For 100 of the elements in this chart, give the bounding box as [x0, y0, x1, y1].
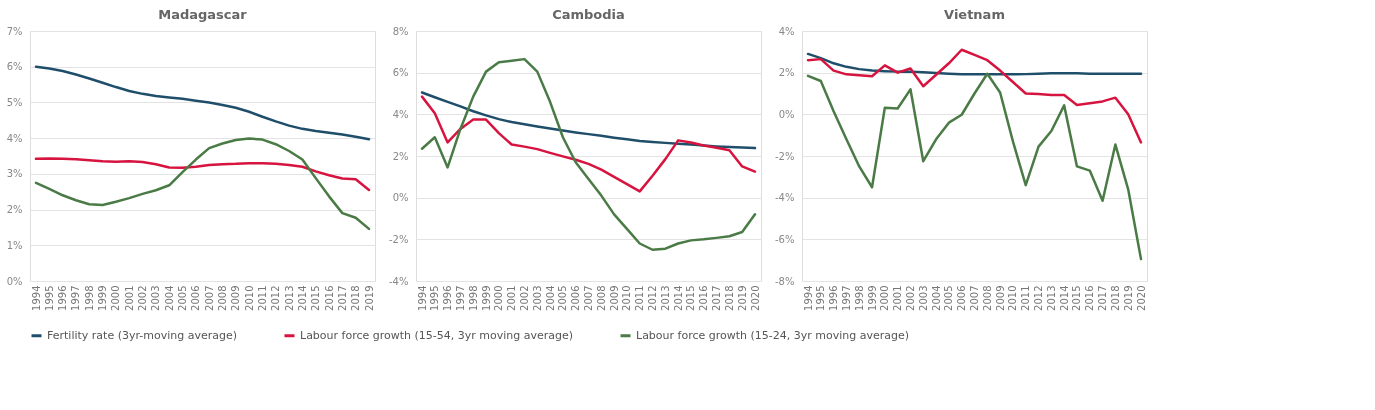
x-tick-label: 1995 [815, 285, 827, 311]
chart-title: Cambodia [552, 7, 625, 22]
x-tick-label: 2001 [506, 285, 518, 311]
x-tick-label: 2010 [1007, 285, 1019, 311]
x-tick-label: 2006 [190, 285, 202, 311]
line-series [34, 137, 371, 231]
x-tick-label: 2014 [672, 285, 684, 311]
y-tick-label: 0% [6, 275, 23, 287]
x-tick-label: 2011 [1020, 285, 1032, 311]
y-tick-label: 8% [392, 25, 409, 37]
y-tick-label: -8% [775, 275, 795, 287]
x-tick-label: 2005 [177, 285, 189, 311]
x-tick-label: 1997 [70, 285, 82, 311]
x-tick-label: 1998 [853, 285, 865, 311]
x-tick-label: 2018 [1109, 285, 1121, 311]
y-tick-label: 3% [6, 168, 23, 180]
x-tick-label: 2002 [904, 285, 916, 311]
x-tick-label: 1995 [429, 285, 441, 311]
x-tick-label: 1996 [828, 285, 840, 311]
y-tick-label: 0% [778, 108, 795, 120]
y-tick-label: 2% [392, 150, 409, 162]
y-tick-label: -6% [775, 233, 795, 245]
line-series [420, 91, 757, 150]
y-tick-label: 6% [6, 61, 23, 73]
x-tick-label: 2004 [163, 285, 175, 311]
x-tick-label: 2017 [711, 285, 723, 311]
x-tick-label: 2011 [634, 285, 646, 311]
x-tick-label: 2001 [892, 285, 904, 311]
x-tick-label: 2013 [659, 285, 671, 311]
x-tick-label: 2003 [531, 285, 543, 311]
x-tick-label: 2020 [749, 285, 761, 311]
y-tick-label: 7% [6, 25, 23, 37]
y-tick-label: 4% [6, 132, 23, 144]
x-tick-label: 1998 [467, 285, 479, 311]
x-tick-label: 2000 [110, 285, 122, 311]
x-tick-label: 2007 [969, 285, 980, 311]
y-tick-label: 6% [392, 67, 409, 79]
x-tick-label: 2005 [943, 285, 955, 311]
x-tick-label: 2015 [310, 285, 322, 311]
x-tick-label: 2017 [336, 285, 348, 311]
y-tick-label: -4% [389, 275, 409, 287]
x-tick-label: 1995 [43, 285, 55, 311]
x-tick-label: 2015 [1071, 285, 1083, 311]
x-tick-label: 2002 [137, 285, 149, 311]
line-series [806, 72, 1143, 261]
chart-title: Vietnam [944, 7, 1005, 22]
x-tick-label: 2008 [595, 285, 607, 311]
x-tick-label: 2006 [956, 285, 968, 311]
x-tick-label: 2012 [1033, 285, 1045, 311]
y-tick-label: 2% [778, 67, 795, 79]
x-tick-label: 2017 [1097, 285, 1109, 311]
x-tick-label: 2013 [283, 285, 295, 311]
x-tick-label: 2009 [608, 285, 620, 311]
x-tick-label: 1996 [57, 285, 69, 311]
x-tick-label: 2016 [1084, 285, 1096, 311]
legend-label: Fertility rate (3yr-moving average) [47, 328, 238, 342]
x-tick-label: 1994 [30, 285, 42, 311]
y-tick-label: 4% [778, 25, 795, 37]
x-tick-label: 2002 [518, 285, 530, 311]
y-tick-label: 4% [392, 108, 409, 120]
x-tick-label: 2013 [1045, 285, 1057, 311]
x-tick-label: 1997 [840, 285, 852, 311]
legend-label: Labour force growth (15-24, 3yr moving average) [636, 328, 910, 342]
x-tick-label: 2011 [256, 285, 268, 311]
x-tick-label: 2007 [583, 285, 594, 311]
x-tick-label: 2003 [150, 285, 162, 311]
x-tick-label: 2016 [698, 285, 710, 311]
x-tick-label: 2018 [723, 285, 735, 311]
y-tick-label: 5% [6, 96, 23, 108]
x-tick-label: 2004 [544, 285, 556, 311]
line-series [420, 57, 757, 251]
x-tick-label: 2009 [994, 285, 1006, 311]
x-tick-label: 1999 [480, 285, 492, 311]
y-tick-label: -2% [389, 233, 409, 245]
x-tick-label: 1996 [442, 285, 454, 311]
x-tick-label: 2010 [621, 285, 633, 311]
x-tick-label: 2015 [685, 285, 697, 311]
x-tick-label: 2012 [270, 285, 282, 311]
x-tick-label: 2000 [879, 285, 891, 311]
line-series [34, 65, 371, 141]
x-tick-label: 2014 [296, 285, 308, 311]
y-tick-label: 2% [6, 204, 23, 216]
x-tick-label: 2007 [203, 285, 215, 311]
x-tick-label: 2001 [123, 285, 135, 311]
legend-label: Labour force growth (15-54, 3yr moving average) [300, 328, 574, 342]
x-tick-label: 2019 [1122, 285, 1134, 311]
chart-title: Madagascar [158, 7, 248, 22]
x-tick-label: 2016 [323, 285, 335, 311]
x-tick-label: 2003 [917, 285, 929, 311]
y-tick-label: 1% [6, 239, 23, 251]
x-tick-label: 2009 [230, 285, 242, 311]
x-tick-label: 2006 [570, 285, 582, 311]
x-tick-label: 2010 [243, 285, 255, 311]
x-tick-label: 2000 [493, 285, 505, 311]
x-tick-label: 1994 [416, 285, 428, 311]
y-tick-label: -4% [775, 192, 795, 204]
line-series [420, 95, 757, 193]
x-tick-label: 2019 [363, 285, 375, 311]
x-tick-label: 2005 [557, 285, 569, 311]
x-tick-label: 2012 [647, 285, 659, 311]
